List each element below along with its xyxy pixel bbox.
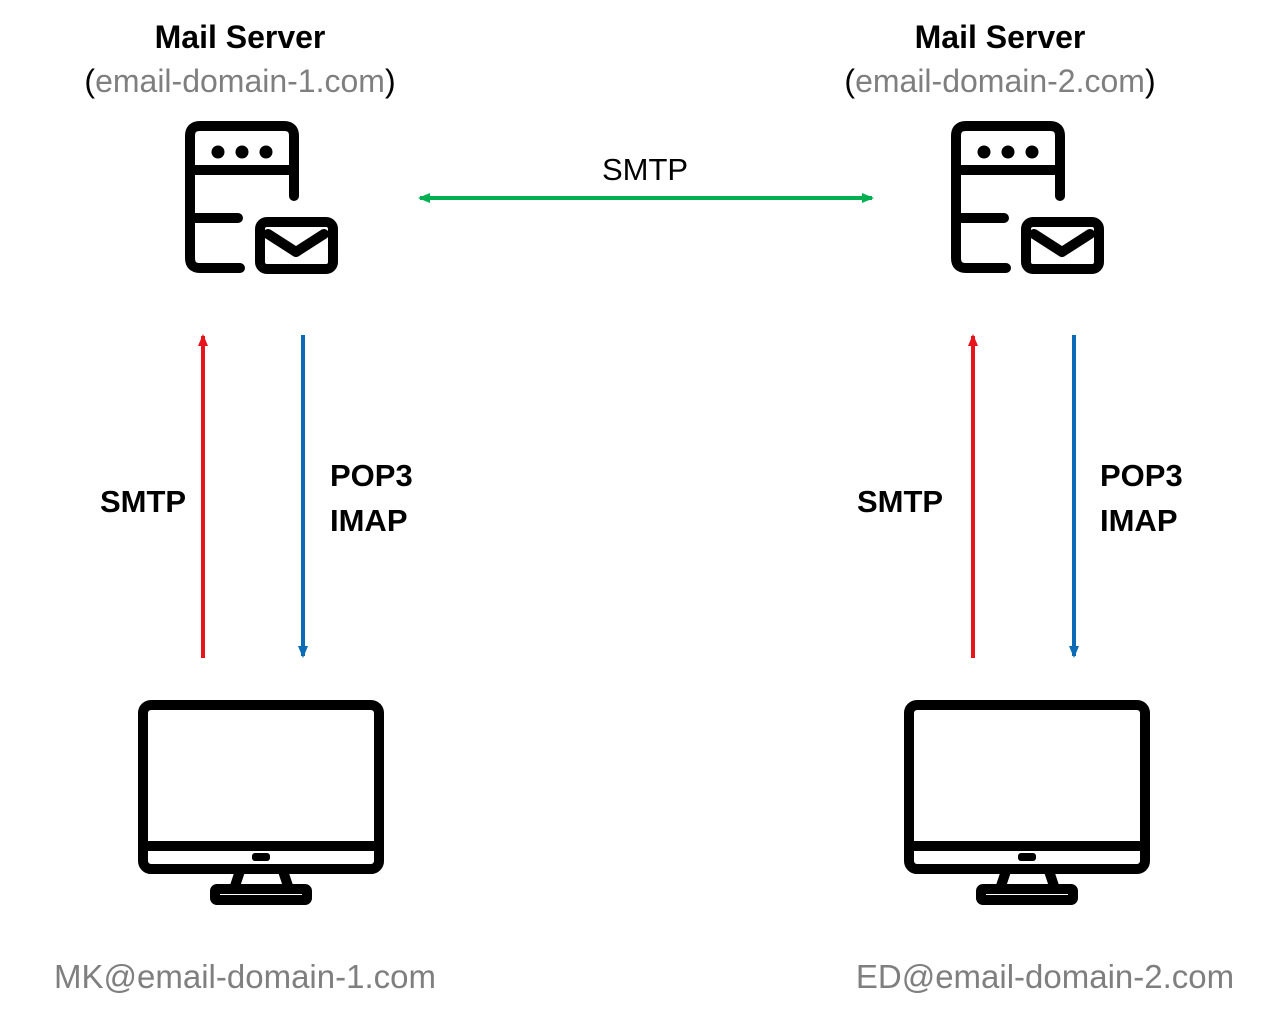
server-right-domain: (email-domain-2.com) (844, 63, 1155, 99)
client-left-flows: SMTP POP3 IMAP (100, 334, 413, 658)
send-label-left: SMTP (100, 484, 186, 519)
server-link-label: SMTP (602, 152, 688, 187)
receive-label-left-pop3: POP3 (330, 458, 413, 493)
mail-server-icon (190, 126, 333, 269)
client-right-email: ED@email-domain-2.com (856, 958, 1234, 995)
send-label-right: SMTP (857, 484, 943, 519)
server-left-domain: (email-domain-1.com) (84, 63, 395, 99)
receive-label-right-pop3: POP3 (1100, 458, 1183, 493)
server-right: Mail Server (email-domain-2.com) (844, 19, 1156, 269)
client-left-email: MK@email-domain-1.com (54, 958, 436, 995)
client-right-flows: SMTP POP3 IMAP (857, 334, 1183, 658)
receive-label-left-imap: IMAP (330, 503, 408, 538)
desktop-monitor-icon (909, 705, 1145, 900)
receive-label-right-imap: IMAP (1100, 503, 1178, 538)
server-link: SMTP (418, 152, 874, 203)
server-right-title: Mail Server (915, 19, 1086, 55)
mail-server-icon (956, 126, 1099, 269)
client-right: ED@email-domain-2.com (856, 705, 1234, 995)
server-left-title: Mail Server (155, 19, 326, 55)
desktop-monitor-icon (143, 705, 379, 900)
client-left: MK@email-domain-1.com (54, 705, 436, 995)
server-left: Mail Server (email-domain-1.com) (84, 19, 396, 269)
